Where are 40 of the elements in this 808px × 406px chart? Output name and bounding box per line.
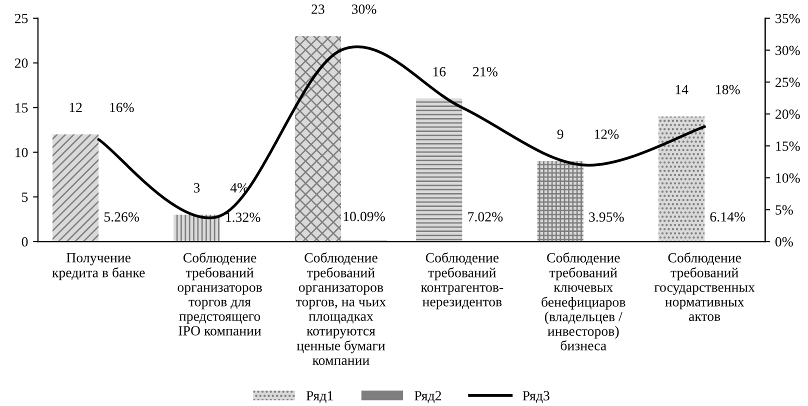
data-label: 9 xyxy=(557,130,564,139)
legend-label: Ряд3 xyxy=(522,391,550,403)
x-tick-label: Получение кредита в банке xyxy=(52,253,145,280)
x-tick-label: Соблюдение требований организаторов торгов для предстоящего IPO компании xyxy=(178,252,262,336)
y-tick-label: 5 xyxy=(22,192,28,202)
y-tick-label: 0 xyxy=(22,237,28,247)
data-label: 10.09% xyxy=(344,212,385,222)
legend-label: Ряд1 xyxy=(306,391,333,403)
y-tick-label: 25 xyxy=(14,14,28,24)
y2-tick-label: 15% xyxy=(776,141,800,151)
data-label: 1.32% xyxy=(226,212,260,222)
data-label: 30% xyxy=(352,4,376,14)
y2-tick-label: 10% xyxy=(776,173,800,183)
x-tick-label: Соблюдение требований ключевых бенефициаров (владельцев / инвесторов) бизнеса xyxy=(542,252,626,350)
x-tick-label: Соблюдение требований государственных нормативных актов xyxy=(654,252,755,321)
data-label: 18% xyxy=(716,84,740,94)
y-tick-label: 20 xyxy=(14,58,28,68)
y2-tick-label: 20% xyxy=(776,110,800,119)
data-label: 16% xyxy=(110,102,134,112)
y2-tick-label: 0% xyxy=(775,237,793,247)
x-tick-label: Соблюдение требований контрагентов- нерезидентов xyxy=(420,252,504,310)
data-label: 3 xyxy=(194,183,200,193)
x-tick-label: Соблюдение требований организаторов торгов, на чьих площадках котируются ценные бумаги компании xyxy=(296,252,386,365)
y-tick-label: 15 xyxy=(16,103,28,113)
legend-label: Ряд2 xyxy=(414,391,441,403)
data-label: 21% xyxy=(473,67,498,76)
data-label: 12% xyxy=(594,130,619,139)
y2-tick-label: 25% xyxy=(776,78,800,88)
data-label: 23 xyxy=(312,4,324,14)
y2-tick-label: 35% xyxy=(776,14,800,24)
data-label: 14 xyxy=(676,84,688,94)
data-label: 12 xyxy=(70,102,82,112)
y2-tick-label: 30% xyxy=(776,46,800,56)
data-label: 7.02% xyxy=(468,212,503,222)
y2-tick-label: 5% xyxy=(776,205,793,215)
data-label: 6.14% xyxy=(710,212,746,222)
data-label: 3.95% xyxy=(589,212,624,222)
data-label: 5.26% xyxy=(104,212,140,222)
data-label: 16 xyxy=(433,67,446,76)
y-tick-label: 10 xyxy=(16,148,28,158)
